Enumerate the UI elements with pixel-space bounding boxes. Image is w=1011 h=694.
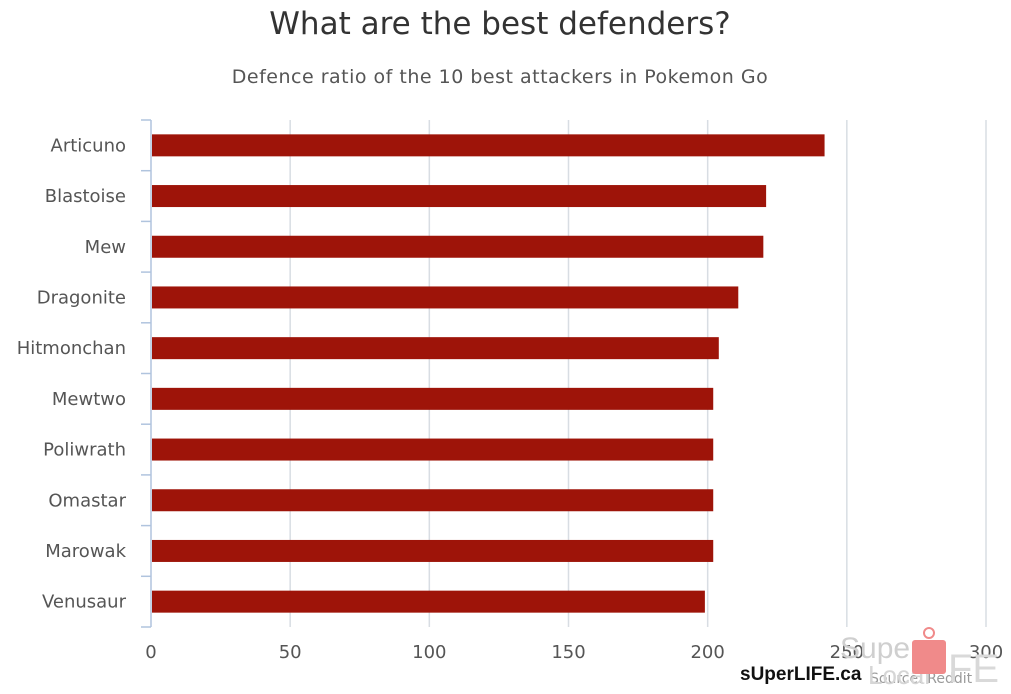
bar xyxy=(152,438,714,461)
category-label: Poliwrath xyxy=(43,440,126,461)
bar xyxy=(152,387,714,410)
x-tick-label: 0 xyxy=(145,642,156,663)
bar xyxy=(152,235,764,258)
x-tick-label: 100 xyxy=(412,642,446,663)
category-label: Mewtwo xyxy=(52,389,126,410)
x-tick-label: 250 xyxy=(830,642,864,663)
category-label: Hitmonchan xyxy=(17,338,126,359)
bar xyxy=(152,590,705,613)
x-tick-label: 200 xyxy=(690,642,724,663)
source-credit: Source: Reddit xyxy=(870,671,973,687)
x-tick-label: 300 xyxy=(969,642,1003,663)
svg-text:FE: FE xyxy=(948,647,999,688)
category-label: Articuno xyxy=(51,135,127,156)
x-tick-label: 150 xyxy=(551,642,585,663)
svg-text:Super: Super xyxy=(840,632,920,665)
category-label: Mew xyxy=(85,237,126,258)
category-label: Dragonite xyxy=(37,287,126,308)
x-tick-label: 50 xyxy=(279,642,302,663)
bar xyxy=(152,286,739,309)
category-label: Omastar xyxy=(48,490,126,511)
category-label: Marowak xyxy=(45,541,126,562)
watermark-text: sUperLIFE.ca xyxy=(740,664,862,685)
chart-subtitle: Defence ratio of the 10 best attackers i… xyxy=(231,66,769,88)
bar xyxy=(152,134,825,157)
superlife-logo: Super Local FE xyxy=(840,627,999,688)
category-label: Venusaur xyxy=(42,592,127,613)
bar xyxy=(152,539,714,562)
bar xyxy=(152,185,767,208)
category-label: Blastoise xyxy=(45,186,126,207)
chart-title: What are the best defenders? xyxy=(269,6,731,42)
bar xyxy=(152,337,719,360)
bar xyxy=(152,489,714,512)
